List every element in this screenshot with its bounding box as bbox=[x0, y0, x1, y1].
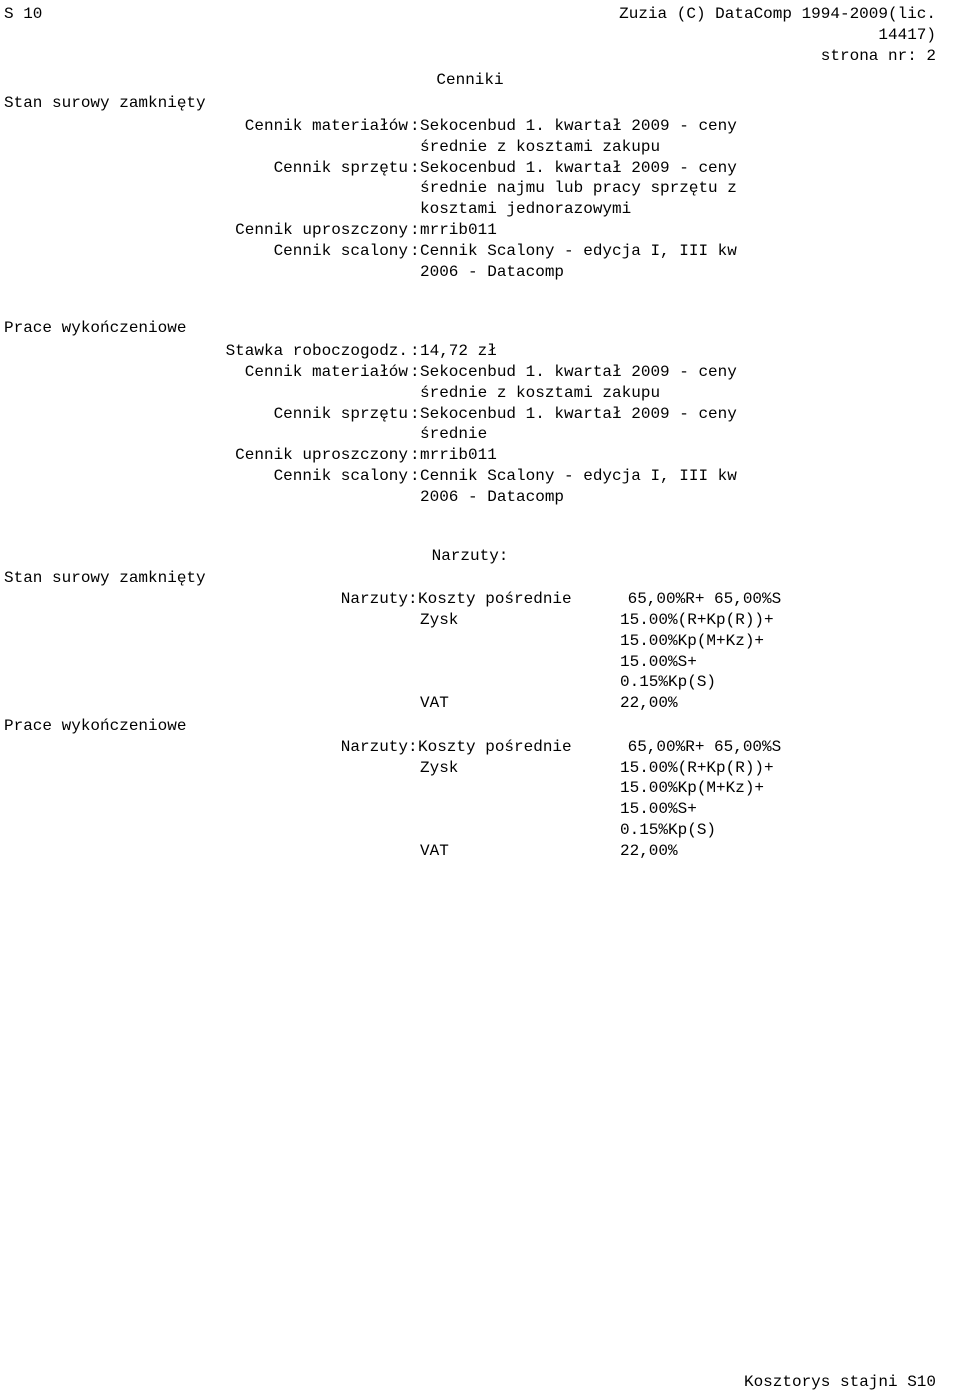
narzuty-key: Zysk bbox=[4, 610, 620, 631]
section-stan-surowy: Stan surowy zamknięty bbox=[4, 93, 936, 114]
narzuty-val: 15.00%S+ bbox=[4, 799, 936, 820]
header-right-2: 14417) bbox=[619, 25, 936, 46]
narzuty-val: 15.00%(R+Kp(R))+ bbox=[620, 758, 936, 779]
narzuty-heading-1: Stan surowy zamknięty bbox=[4, 568, 936, 589]
kv-val: Cennik Scalony - edycja I, III kw bbox=[420, 241, 936, 262]
narzuty-label: Narzuty bbox=[4, 589, 408, 610]
narzuty-val: 0.15%Kp(S) bbox=[4, 820, 936, 841]
kv-colon: : bbox=[410, 241, 420, 262]
narzuty-key: Zysk bbox=[4, 758, 620, 779]
narzuty-colon: : bbox=[408, 737, 418, 758]
kv-val: Sekocenbud 1. kwartał 2009 - ceny bbox=[420, 158, 936, 179]
cenniki-title: Cenniki bbox=[4, 70, 936, 91]
kv-label: Cennik materiałów bbox=[4, 116, 410, 137]
kv-colon: : bbox=[410, 220, 420, 241]
kv-cont: 2006 - Datacomp bbox=[4, 262, 936, 283]
kv-cont: średnie z kosztami zakupu bbox=[4, 383, 936, 404]
narzuty-block-1: Narzuty : Koszty pośrednie 65,00%R+ 65,0… bbox=[4, 589, 936, 714]
narzuty-title: Narzuty: bbox=[4, 546, 936, 567]
narzuty-block-2: Narzuty : Koszty pośrednie 65,00%R+ 65,0… bbox=[4, 737, 936, 862]
kv-val: Sekocenbud 1. kwartał 2009 - ceny bbox=[420, 116, 936, 137]
narzuty-val: 15.00%S+ bbox=[4, 652, 936, 673]
narzuty-label: Narzuty bbox=[4, 737, 408, 758]
kv-cont: kosztami jednorazowymi bbox=[4, 199, 936, 220]
kv-cont: średnie bbox=[4, 424, 936, 445]
kv-label: Cennik scalony bbox=[4, 241, 410, 262]
page-footer: Kosztorys stajni S10 bbox=[744, 1372, 936, 1393]
narzuty-val: 65,00%R+ 65,00%S bbox=[618, 737, 936, 758]
kv-val: 14,72 zł bbox=[420, 341, 936, 362]
narzuty-val: 15.00%(R+Kp(R))+ bbox=[620, 610, 936, 631]
narzuty-val: 22,00% bbox=[620, 841, 936, 862]
kv-label: Cennik uproszczony bbox=[4, 445, 410, 466]
narzuty-key: Koszty pośrednie bbox=[418, 589, 618, 610]
narzuty-colon: : bbox=[408, 589, 418, 610]
narzuty-val: 0.15%Kp(S) bbox=[4, 672, 936, 693]
kv-label: Cennik sprzętu bbox=[4, 404, 410, 425]
kv-val: mrrib011 bbox=[420, 445, 936, 466]
narzuty-val: 22,00% bbox=[620, 693, 936, 714]
narzuty-key: VAT bbox=[4, 841, 620, 862]
kv-colon: : bbox=[410, 404, 420, 425]
kv-colon: : bbox=[410, 158, 420, 179]
kv-cont: średnie z kosztami zakupu bbox=[4, 137, 936, 158]
kv-colon: : bbox=[410, 445, 420, 466]
narzuty-key: VAT bbox=[4, 693, 620, 714]
narzuty-val: 65,00%R+ 65,00%S bbox=[618, 589, 936, 610]
kv-colon: : bbox=[410, 362, 420, 383]
narzuty-val: 15.00%Kp(M+Kz)+ bbox=[4, 778, 936, 799]
kv-val: Cennik Scalony - edycja I, III kw bbox=[420, 466, 936, 487]
kv-colon: : bbox=[410, 341, 420, 362]
kv-val: Sekocenbud 1. kwartał 2009 - ceny bbox=[420, 404, 936, 425]
cenniki-block-1: Cennik materiałów : Sekocenbud 1. kwarta… bbox=[4, 116, 936, 282]
kv-label: Cennik materiałów bbox=[4, 362, 410, 383]
narzuty-val: 15.00%Kp(M+Kz)+ bbox=[4, 631, 936, 652]
cenniki-block-2: Stawka roboczogodz. : 14,72 zł Cennik ma… bbox=[4, 341, 936, 507]
kv-cont: 2006 - Datacomp bbox=[4, 487, 936, 508]
narzuty-heading-2: Prace wykończeniowe bbox=[4, 716, 936, 737]
header-left: S 10 bbox=[4, 4, 42, 66]
kv-label: Cennik scalony bbox=[4, 466, 410, 487]
header-right-1: Zuzia (C) DataComp 1994-2009(lic. bbox=[619, 4, 936, 25]
kv-label: Stawka roboczogodz. bbox=[4, 341, 410, 362]
kv-val: Sekocenbud 1. kwartał 2009 - ceny bbox=[420, 362, 936, 383]
kv-val: mrrib011 bbox=[420, 220, 936, 241]
kv-label: Cennik uproszczony bbox=[4, 220, 410, 241]
kv-colon: : bbox=[410, 466, 420, 487]
kv-colon: : bbox=[410, 116, 420, 137]
kv-label: Cennik sprzętu bbox=[4, 158, 410, 179]
section-prace-wyk: Prace wykończeniowe bbox=[4, 318, 936, 339]
narzuty-key: Koszty pośrednie bbox=[418, 737, 618, 758]
header-right-3: strona nr: 2 bbox=[619, 46, 936, 67]
kv-cont: średnie najmu lub pracy sprzętu z bbox=[4, 178, 936, 199]
